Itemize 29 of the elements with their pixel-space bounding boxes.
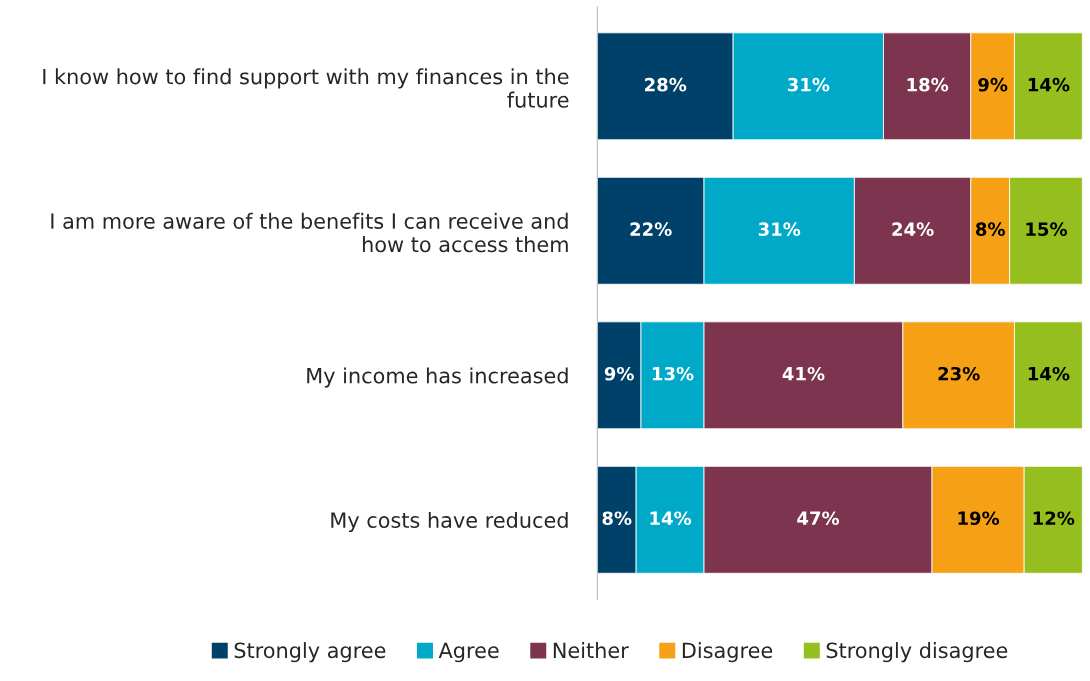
data-label: 8% [602,511,632,526]
data-label: 9% [978,77,1008,92]
data-label: 22% [630,222,672,237]
data-label: 28% [645,77,687,92]
data-label: 23% [938,366,980,381]
legend-label: Strongly agree [234,642,386,663]
data-label: 18% [907,77,949,92]
data-label: 9% [604,366,634,381]
data-label: 8% [975,222,1005,237]
data-label: 12% [1033,511,1075,526]
y-tick-label: I know how to find support with my finances in the future [43,68,569,108]
data-label: 47% [797,511,840,526]
data-label: 19% [958,511,1000,526]
data-label: 41% [782,366,825,381]
legend-label: Neither [553,642,629,659]
legend-label: Disagree [682,642,773,663]
data-label: 31% [787,77,830,92]
data-label: 14% [1028,366,1070,381]
y-tick-label: My income has increased [307,367,568,388]
legend-label: Strongly disagree [826,642,1008,663]
data-label: 15% [1026,222,1068,237]
data-label: 24% [892,222,934,237]
data-label: 14% [650,511,692,526]
data-label: 14% [1028,77,1070,92]
y-tick-label: My costs have reduced [331,511,568,533]
data-label: 31% [758,222,801,237]
y-tick-label: I am more aware of the benefits I can receive and how to access them [51,212,568,253]
legend-label: Agree [438,642,499,663]
data-label: 13% [652,366,694,381]
